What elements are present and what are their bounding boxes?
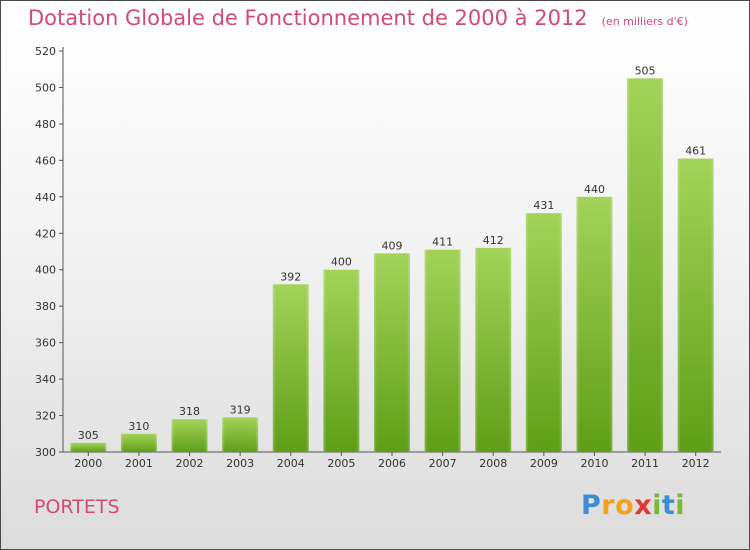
bar-value-label: 305 xyxy=(78,429,99,442)
x-tick-label: 2006 xyxy=(378,457,406,470)
y-tick-label: 460 xyxy=(35,154,56,167)
town-name: PORTETS xyxy=(34,496,120,518)
x-tick-label: 2004 xyxy=(277,457,305,470)
bar-value-label: 318 xyxy=(179,405,200,418)
x-tick-label: 2011 xyxy=(631,457,659,470)
bar-value-label: 412 xyxy=(483,234,504,247)
x-tick-label: 2008 xyxy=(479,457,507,470)
x-tick-label: 2000 xyxy=(74,457,102,470)
chart-subtitle: (en milliers d'€) xyxy=(601,15,688,28)
bar-value-label: 461 xyxy=(685,145,706,158)
bar-highlight xyxy=(525,213,562,452)
y-tick-label: 440 xyxy=(35,191,56,204)
bar-value-label: 310 xyxy=(128,420,149,433)
bar-value-label: 400 xyxy=(331,256,352,269)
x-tick-label: 2005 xyxy=(327,457,355,470)
value-labels: 305 310 318 319 392 400 409 411 412 431 440 505 461 xyxy=(78,64,706,442)
bar-highlight xyxy=(70,442,107,452)
y-tick-label: 300 xyxy=(35,446,56,459)
y-tick-label: 520 xyxy=(35,45,56,58)
bar-highlight xyxy=(120,433,157,452)
x-tick-label: 2003 xyxy=(226,457,254,470)
bar-highlight xyxy=(475,247,512,452)
chart-title: Dotation Globale de Fonctionnement de 20… xyxy=(28,6,588,30)
x-tick-label: 2007 xyxy=(429,457,457,470)
bar-highlight xyxy=(374,253,410,452)
y-tick-label: 480 xyxy=(35,118,56,131)
y-tick-label: 320 xyxy=(35,410,56,423)
bars xyxy=(70,78,714,453)
bar-value-label: 411 xyxy=(432,236,453,249)
x-tick-label: 2012 xyxy=(682,457,710,470)
bar-value-label: 392 xyxy=(280,270,301,283)
y-tick-label: 420 xyxy=(35,227,56,240)
bar-value-label: 319 xyxy=(230,403,251,416)
y-tick-label: 340 xyxy=(35,373,56,386)
axes: 300 320 340 360 380 400 420 440 460 480 500 520 2000… xyxy=(35,45,721,470)
bar-highlight xyxy=(171,419,208,452)
y-tick-label: 380 xyxy=(35,300,56,313)
y-tick-label: 360 xyxy=(35,337,56,350)
bar-highlight xyxy=(323,269,360,452)
bar-value-label: 409 xyxy=(382,239,403,252)
y-tick-label: 500 xyxy=(35,81,56,94)
bar-highlight xyxy=(424,249,461,452)
proxiti-logo[interactable]: Proxiti xyxy=(581,490,686,521)
bar-highlight xyxy=(677,158,714,453)
title-row: Dotation Globale de Fonctionnement de 20… xyxy=(28,6,688,30)
bar-highlight xyxy=(222,417,259,452)
bar-value-label: 505 xyxy=(635,64,656,77)
x-tick-label: 2010 xyxy=(580,457,608,470)
y-tick-label: 400 xyxy=(35,264,56,277)
bar-highlight xyxy=(627,78,664,452)
bar-highlight xyxy=(272,284,309,452)
bar-highlight xyxy=(576,196,613,452)
x-tick-label: 2001 xyxy=(125,457,153,470)
bar-value-label: 431 xyxy=(533,199,554,212)
x-tick-label: 2009 xyxy=(530,457,558,470)
x-tick-label: 2002 xyxy=(176,457,204,470)
bar-value-label: 440 xyxy=(584,183,605,196)
